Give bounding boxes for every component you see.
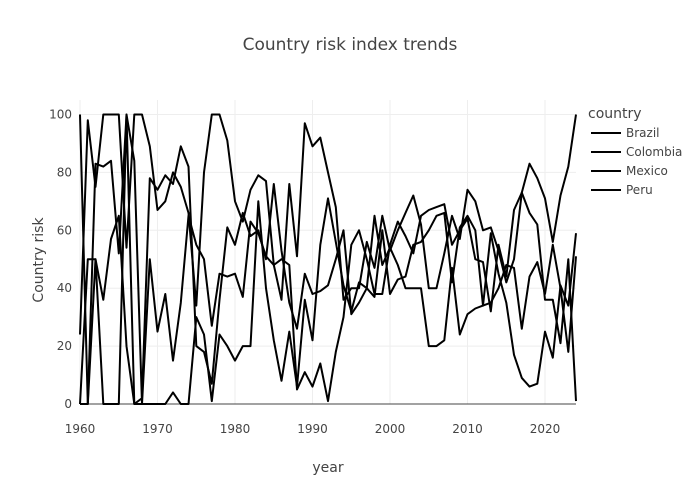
- series-line-colombia: [79, 145, 577, 405]
- y-tick-label: 0: [64, 397, 72, 411]
- y-tick-label: 60: [57, 223, 72, 237]
- x-tick-label: 1980: [220, 422, 251, 436]
- legend: country Brazil Colombia Mexico Peru: [588, 106, 682, 197]
- x-tick-label: 2020: [530, 422, 561, 436]
- x-axis-title: year: [312, 460, 343, 476]
- x-axis-ticks: 1960 1970 1980 1990 2000 2010 2020: [65, 422, 561, 436]
- x-tick-label: 1990: [297, 422, 328, 436]
- x-tick-label: 2000: [375, 422, 406, 436]
- x-tick-label: 2010: [452, 422, 483, 436]
- x-tick-label: 1960: [65, 422, 96, 436]
- grid-lines: [79, 100, 576, 404]
- series-line-mexico: [79, 113, 577, 405]
- series-line-peru: [80, 113, 577, 405]
- y-tick-label: 20: [57, 339, 72, 353]
- legend-label-mexico: Mexico: [626, 164, 668, 178]
- chart-title: Country risk index trends: [243, 35, 458, 55]
- series-lines: [79, 113, 577, 405]
- legend-label-peru: Peru: [626, 183, 653, 197]
- legend-items: Brazil Colombia Mexico Peru: [591, 126, 682, 197]
- legend-title: country: [588, 106, 642, 122]
- y-axis-title: Country risk: [31, 217, 47, 303]
- y-tick-label: 40: [57, 281, 72, 295]
- legend-label-colombia: Colombia: [626, 145, 682, 159]
- y-tick-label: 80: [57, 165, 72, 179]
- y-axis-ticks: 0 20 40 60 80 100: [49, 107, 72, 411]
- series-line-brazil: [79, 113, 577, 335]
- x-tick-label: 1970: [142, 422, 173, 436]
- legend-label-brazil: Brazil: [626, 126, 660, 140]
- y-tick-label: 100: [49, 107, 72, 121]
